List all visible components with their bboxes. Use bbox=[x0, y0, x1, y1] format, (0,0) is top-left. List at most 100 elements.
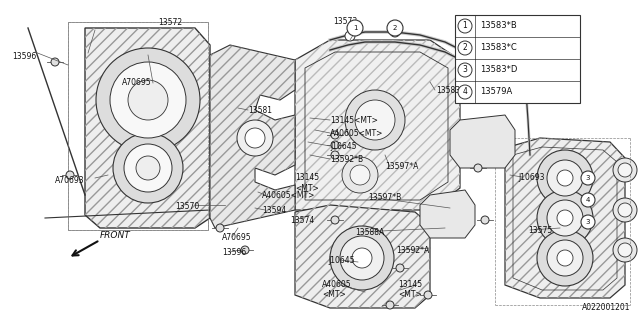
Text: A40605: A40605 bbox=[322, 280, 351, 289]
Circle shape bbox=[458, 63, 472, 77]
Circle shape bbox=[581, 215, 595, 229]
Text: 13594: 13594 bbox=[262, 206, 286, 215]
Circle shape bbox=[110, 62, 186, 138]
Text: 13581: 13581 bbox=[248, 106, 272, 115]
Circle shape bbox=[352, 248, 372, 268]
Text: 13579A: 13579A bbox=[480, 87, 512, 97]
Text: 3: 3 bbox=[586, 175, 590, 181]
Text: 13583*B: 13583*B bbox=[480, 21, 516, 30]
Circle shape bbox=[51, 58, 59, 66]
Circle shape bbox=[505, 67, 515, 77]
Circle shape bbox=[458, 41, 472, 55]
Text: 13583*A: 13583*A bbox=[436, 86, 469, 95]
Circle shape bbox=[350, 165, 370, 185]
Text: 13597*B: 13597*B bbox=[368, 193, 401, 202]
Text: 1: 1 bbox=[463, 21, 467, 30]
Circle shape bbox=[96, 48, 200, 152]
Polygon shape bbox=[85, 28, 210, 228]
Circle shape bbox=[547, 200, 583, 236]
Circle shape bbox=[237, 120, 273, 156]
Text: 13583*C: 13583*C bbox=[480, 44, 516, 52]
Polygon shape bbox=[295, 205, 430, 308]
Text: J10645: J10645 bbox=[330, 142, 356, 151]
Circle shape bbox=[342, 157, 378, 193]
Circle shape bbox=[331, 141, 339, 149]
Circle shape bbox=[557, 170, 573, 186]
Text: 3: 3 bbox=[463, 66, 467, 75]
Text: 13597*A: 13597*A bbox=[385, 162, 419, 171]
Text: A022001201: A022001201 bbox=[582, 303, 630, 312]
Circle shape bbox=[537, 150, 593, 206]
Circle shape bbox=[424, 291, 432, 299]
Circle shape bbox=[537, 190, 593, 246]
Circle shape bbox=[330, 226, 394, 290]
Circle shape bbox=[547, 240, 583, 276]
Circle shape bbox=[618, 163, 632, 177]
Circle shape bbox=[386, 301, 394, 309]
Circle shape bbox=[458, 19, 472, 33]
Circle shape bbox=[613, 238, 637, 262]
Polygon shape bbox=[210, 45, 295, 228]
Circle shape bbox=[581, 171, 595, 185]
Text: 1: 1 bbox=[353, 25, 357, 31]
Circle shape bbox=[396, 264, 404, 272]
Text: <MT>: <MT> bbox=[295, 184, 319, 193]
Text: 13588A: 13588A bbox=[355, 228, 384, 237]
Text: 13145: 13145 bbox=[295, 173, 319, 182]
Text: J10693: J10693 bbox=[518, 173, 545, 182]
Circle shape bbox=[347, 20, 363, 36]
Text: A40605<MT>: A40605<MT> bbox=[262, 191, 316, 200]
Text: 13575: 13575 bbox=[528, 226, 552, 235]
Circle shape bbox=[458, 85, 472, 99]
Circle shape bbox=[355, 100, 395, 140]
Circle shape bbox=[474, 164, 482, 172]
Text: <MT>: <MT> bbox=[322, 290, 346, 299]
Circle shape bbox=[345, 90, 405, 150]
Text: 2: 2 bbox=[393, 25, 397, 31]
Circle shape bbox=[537, 230, 593, 286]
Circle shape bbox=[345, 31, 355, 41]
Text: 13596: 13596 bbox=[222, 248, 246, 257]
Circle shape bbox=[547, 160, 583, 196]
Circle shape bbox=[581, 193, 595, 207]
Circle shape bbox=[331, 131, 339, 139]
Circle shape bbox=[387, 20, 403, 36]
Polygon shape bbox=[295, 40, 460, 210]
Text: 2: 2 bbox=[463, 44, 467, 52]
Polygon shape bbox=[505, 138, 625, 298]
Circle shape bbox=[66, 171, 74, 179]
Circle shape bbox=[241, 246, 249, 254]
Text: 13592*A: 13592*A bbox=[396, 246, 429, 255]
Text: 13583*D: 13583*D bbox=[480, 66, 517, 75]
Circle shape bbox=[481, 216, 489, 224]
Circle shape bbox=[390, 27, 400, 37]
Circle shape bbox=[557, 210, 573, 226]
Text: A70695: A70695 bbox=[122, 78, 152, 87]
Text: 3: 3 bbox=[586, 219, 590, 225]
Text: FRONT: FRONT bbox=[100, 231, 131, 240]
Circle shape bbox=[613, 198, 637, 222]
Text: 13573: 13573 bbox=[333, 17, 357, 26]
Text: A70693: A70693 bbox=[55, 176, 84, 185]
Polygon shape bbox=[420, 190, 475, 238]
Text: 13145: 13145 bbox=[398, 280, 422, 289]
Circle shape bbox=[340, 236, 384, 280]
Text: 13596: 13596 bbox=[12, 52, 36, 61]
Circle shape bbox=[113, 133, 183, 203]
Text: <MT>: <MT> bbox=[398, 290, 422, 299]
Text: 4: 4 bbox=[463, 87, 467, 97]
Bar bbox=[455, 15, 580, 103]
Polygon shape bbox=[450, 115, 515, 168]
Circle shape bbox=[618, 203, 632, 217]
Circle shape bbox=[613, 158, 637, 182]
Circle shape bbox=[557, 250, 573, 266]
Circle shape bbox=[136, 156, 160, 180]
Text: A70695: A70695 bbox=[222, 233, 252, 242]
Circle shape bbox=[331, 151, 339, 159]
Text: 13570: 13570 bbox=[175, 202, 199, 211]
Circle shape bbox=[245, 128, 265, 148]
Text: 13572: 13572 bbox=[158, 18, 182, 27]
Circle shape bbox=[331, 216, 339, 224]
Circle shape bbox=[216, 224, 224, 232]
Circle shape bbox=[618, 243, 632, 257]
